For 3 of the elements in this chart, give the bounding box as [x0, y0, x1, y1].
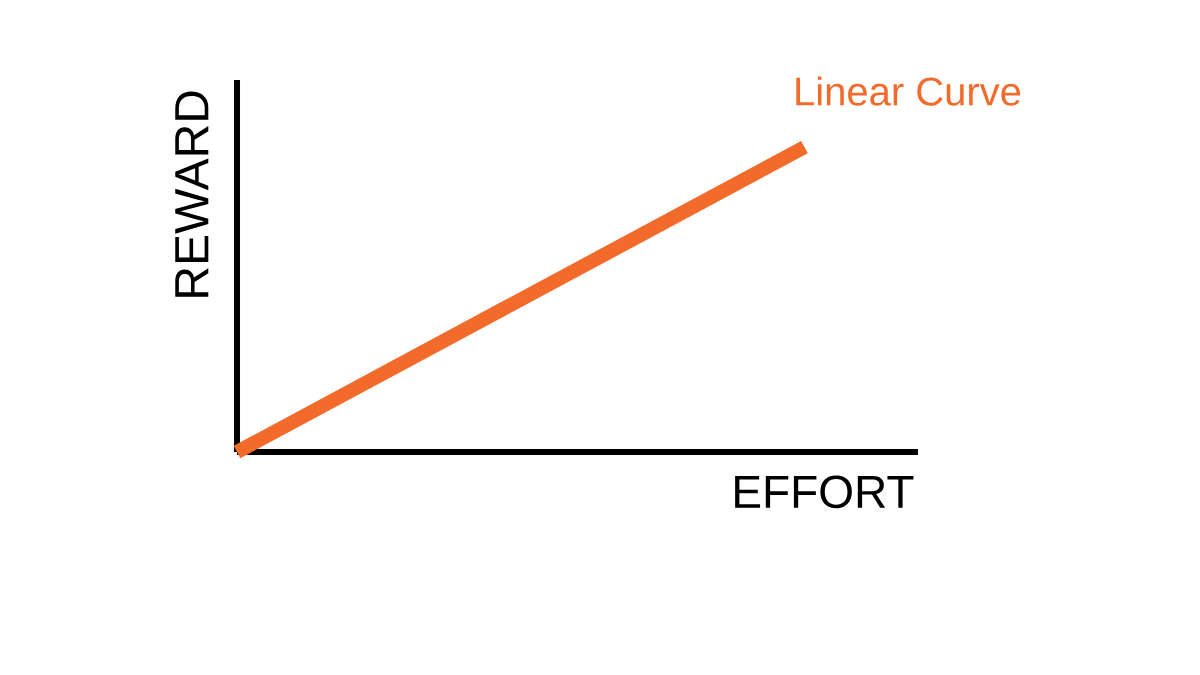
y-axis-title: REWARD: [175, 91, 209, 297]
x-axis-title: EFFORT: [735, 475, 914, 509]
series-label: Linear Curve: [796, 76, 1021, 106]
